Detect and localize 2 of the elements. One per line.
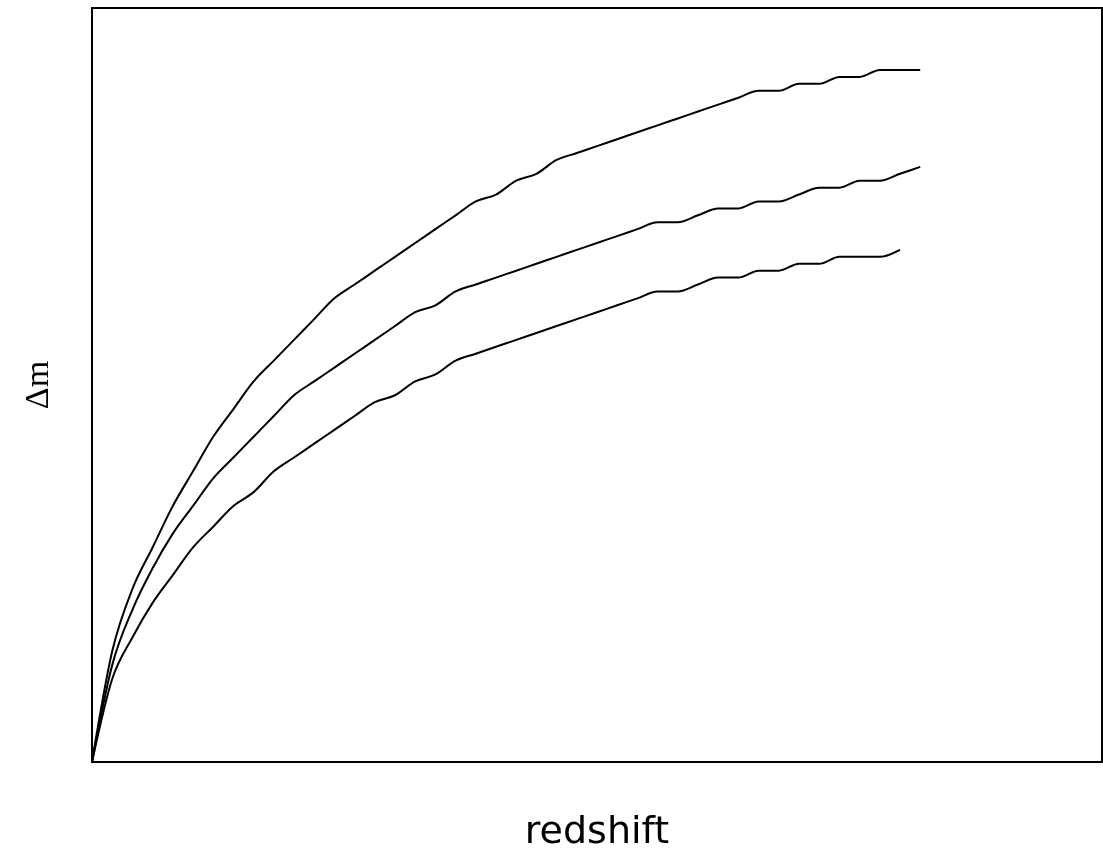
- y-axis-title: Δm: [18, 360, 55, 410]
- x-axis-title: redshift: [524, 808, 670, 852]
